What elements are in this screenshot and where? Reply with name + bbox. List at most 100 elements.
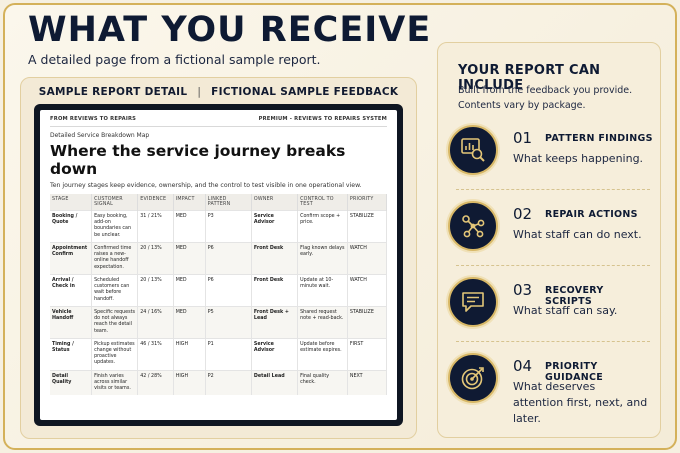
table-row: Vehicle Handoff Specific requests do not…	[50, 305, 388, 339]
owner-cell: Front Desk	[251, 273, 299, 307]
chat-bubble-icon	[448, 277, 498, 327]
feature-number: 01	[513, 129, 533, 147]
column-header: STAGE	[50, 194, 93, 211]
sample-report-header: SAMPLE REPORT DETAIL | FICTIONAL SAMPLE FE…	[21, 86, 416, 98]
column-header: CUSTOMER SIGNAL	[91, 194, 139, 211]
control-cell: Flag known delays early.	[297, 241, 348, 275]
report-document: FROM REVIEWS TO REPAIRS PREMIUM - REVIEW…	[40, 110, 397, 420]
pattern-cell: P5	[205, 305, 252, 339]
pattern-cell: P6	[205, 273, 252, 307]
document-header-bar: FROM REVIEWS TO REPAIRS PREMIUM - REVIEW…	[50, 116, 387, 127]
control-cell: Final quality check.	[297, 369, 348, 396]
signal-cell: Easy booking, add-on boundaries can be u…	[91, 210, 139, 243]
table-header-row: STAGE CUSTOMER SIGNAL EVIDENCE IMPACT LI…	[50, 194, 388, 211]
document-heading: Where the service journey breaks down	[50, 142, 346, 178]
signal-cell: Finish varies across similar visits or t…	[91, 369, 139, 396]
pattern-cell: P3	[205, 210, 252, 243]
impact-cell: HIGH	[173, 337, 206, 371]
priority-cell: WATCH	[347, 241, 388, 275]
stage-cell: Timing / Status	[50, 337, 93, 371]
pattern-cell: P6	[205, 241, 252, 275]
target-arrow-icon	[448, 353, 498, 403]
document-kicker: Detailed Service Breakdown Map	[50, 132, 150, 139]
evidence-cell: 20 / 13%	[137, 241, 174, 275]
column-header: IMPACT	[173, 194, 206, 211]
impact-cell: HIGH	[173, 369, 206, 396]
feature-description: What staff can say.	[513, 304, 618, 317]
page-title: WHAT YOU RECEIVE	[28, 10, 432, 50]
feature-number: 03	[513, 281, 533, 299]
network-nodes-icon	[448, 201, 498, 251]
feature-title: PRIORITY GUIDANCE	[545, 361, 604, 383]
priority-cell: STABILIZE	[347, 305, 388, 339]
control-cell: Confirm scope + price.	[297, 210, 348, 243]
signal-cell: Confirmed time raises a new-online hando…	[91, 241, 139, 275]
column-header: EVIDENCE	[137, 194, 174, 211]
signal-cell: Pickup estimates change without proactiv…	[91, 337, 139, 371]
impact-cell: MED	[173, 305, 206, 339]
feature-repair-actions: 02 REPAIR ACTIONS What staff can do next…	[448, 201, 653, 271]
feature-priority-guidance: 04 PRIORITY GUIDANCE What deserves atten…	[448, 353, 653, 425]
impact-cell: MED	[173, 210, 206, 243]
evidence-cell: 24 / 16%	[137, 305, 174, 339]
table-row: Detail Quality Finish varies across simi…	[50, 369, 388, 396]
tablet-device: FROM REVIEWS TO REPAIRS PREMIUM - REVIEW…	[34, 104, 403, 426]
owner-cell: Service Advisor	[251, 337, 299, 371]
table-row: Arrival / Check in Scheduled customers c…	[50, 273, 388, 307]
stage-cell: Detail Quality	[50, 369, 93, 396]
report-contents-title: YOUR REPORT CAN INCLUDE	[458, 63, 601, 93]
feature-description: What keeps happening.	[513, 152, 644, 165]
table-row: Appointment Confirm Confirmed time raise…	[50, 241, 388, 275]
priority-cell: STABILIZE	[347, 210, 388, 243]
owner-cell: Detail Lead	[251, 369, 299, 396]
feature-title: REPAIR ACTIONS	[545, 209, 638, 220]
feature-description: What deserves attention first, next, and…	[513, 380, 648, 425]
evidence-cell: 31 / 21%	[137, 210, 174, 243]
table-row: Booking / Quote Easy booking, add-on bou…	[50, 210, 388, 243]
fictional-feedback-label: FICTIONAL SAMPLE FEEDBACK	[211, 86, 399, 98]
service-breakdown-table: STAGE CUSTOMER SIGNAL EVIDENCE IMPACT LI…	[50, 194, 388, 396]
pattern-cell: P1	[205, 337, 252, 371]
feature-title: RECOVERY SCRIPTS	[545, 285, 604, 307]
impact-cell: MED	[173, 241, 206, 275]
stage-cell: Appointment Confirm	[50, 241, 93, 275]
report-contents-line-1: Built from the feedback you provide.	[458, 85, 633, 96]
impact-cell: MED	[173, 273, 206, 307]
column-header: CONTROL TO TEST	[297, 194, 348, 211]
stage-cell: Arrival / Check in	[50, 273, 93, 307]
control-cell: Update at 10-minute wait.	[297, 273, 348, 307]
priority-cell: NEXT	[347, 369, 388, 396]
control-cell: Shared request note + read-back.	[297, 305, 348, 339]
column-header: OWNER	[251, 194, 299, 211]
feature-recovery-scripts: 03 RECOVERY SCRIPTS What staff can say.	[448, 277, 653, 347]
sample-report-label: SAMPLE REPORT DETAIL	[38, 86, 188, 98]
stage-cell: Booking / Quote	[50, 210, 93, 243]
feature-title: PATTERN FINDINGS	[545, 133, 653, 144]
document-brand: FROM REVIEWS TO REPAIRS	[50, 116, 137, 122]
priority-cell: FIRST	[347, 337, 388, 371]
owner-cell: Front Desk + Lead	[251, 305, 299, 339]
report-contents-line-2: Contents vary by package.	[458, 100, 586, 111]
document-edition: PREMIUM - REVIEWS TO REPAIRS SYSTEM	[258, 116, 387, 122]
evidence-cell: 42 / 28%	[137, 369, 174, 396]
pattern-cell: P2	[205, 369, 252, 396]
feature-number: 04	[513, 357, 533, 375]
column-header: LINKED PATTERN	[205, 194, 252, 211]
control-cell: Update before estimate expires.	[297, 337, 348, 371]
owner-cell: Front Desk	[251, 241, 299, 275]
evidence-cell: 46 / 31%	[137, 337, 174, 371]
table-row: Timing / Status Pickup estimates change …	[50, 337, 388, 371]
column-header: PRIORITY	[347, 194, 388, 211]
feature-number: 02	[513, 205, 533, 223]
report-contents-panel: YOUR REPORT CAN INCLUDE Built from the f…	[437, 42, 661, 438]
chart-magnifier-icon	[448, 125, 498, 175]
header-separator: |	[197, 86, 202, 98]
signal-cell: Scheduled customers can wait before hand…	[91, 273, 139, 307]
evidence-cell: 20 / 13%	[137, 273, 174, 307]
feature-pattern-findings: 01 PATTERN FINDINGS What keeps happening…	[448, 125, 653, 195]
feature-divider	[456, 341, 650, 342]
signal-cell: Specific requests do not always reach th…	[91, 305, 139, 339]
owner-cell: Service Advisor	[251, 210, 299, 243]
priority-cell: WATCH	[347, 273, 388, 307]
feature-divider	[456, 265, 650, 266]
